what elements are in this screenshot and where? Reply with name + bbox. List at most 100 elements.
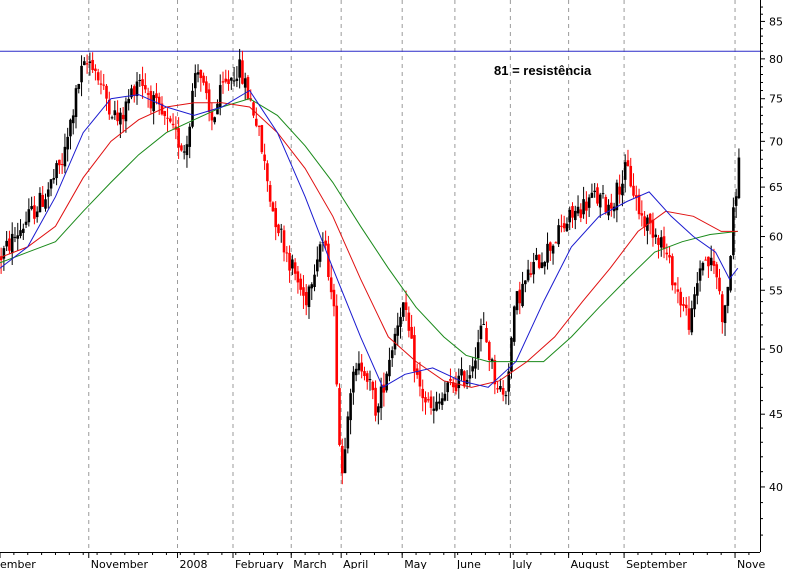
candle-body-208 xyxy=(576,206,580,214)
candle-body-43 xyxy=(119,112,122,125)
candle-body-122 xyxy=(338,388,341,445)
candle-body-130 xyxy=(360,362,363,372)
candle-body-26 xyxy=(71,115,75,124)
candle-body-225 xyxy=(623,162,627,180)
candle-body-166 xyxy=(460,369,463,376)
candle-body-37 xyxy=(102,84,106,86)
candle-body-213 xyxy=(590,192,594,198)
candle-body-152 xyxy=(421,388,425,399)
candle-body-173 xyxy=(479,325,483,340)
candle-body-161 xyxy=(446,382,449,393)
candle-body-32 xyxy=(88,61,92,64)
candle-body-207 xyxy=(573,210,577,221)
candle-body-75 xyxy=(207,89,211,112)
candle-body-221 xyxy=(612,206,616,212)
candle-body-157 xyxy=(435,401,438,411)
candle-body-67 xyxy=(185,144,189,156)
candle-body-111 xyxy=(307,286,311,308)
candle-body-187 xyxy=(518,289,522,304)
candle-body-176 xyxy=(487,341,491,360)
candle-body-248 xyxy=(687,308,691,330)
candle-body-175 xyxy=(485,327,488,343)
x-tick-label-1: November xyxy=(91,558,149,569)
candle-body-174 xyxy=(482,324,486,326)
y-tick-label-8: 80 xyxy=(769,53,783,66)
candle-body-104 xyxy=(288,252,291,271)
candle-body-214 xyxy=(593,190,596,193)
candle-body-127 xyxy=(352,371,355,393)
candle-body-158 xyxy=(438,401,441,404)
candle-body-98 xyxy=(271,202,275,212)
y-tick-label-3: 55 xyxy=(769,284,783,297)
candle-body-118 xyxy=(327,243,330,277)
candle-body-167 xyxy=(463,371,466,387)
candle-body-24 xyxy=(66,136,69,150)
candle-body-69 xyxy=(191,90,194,127)
candle-body-36 xyxy=(99,83,103,85)
candle-body-222 xyxy=(615,182,619,211)
candle-body-53 xyxy=(146,93,150,95)
candle-body-250 xyxy=(693,294,696,310)
y-tick-label-9: 85 xyxy=(769,15,783,28)
candle-body-48 xyxy=(132,86,136,96)
candle-body-236 xyxy=(654,234,658,238)
candle-body-230 xyxy=(637,194,641,215)
candle-body-102 xyxy=(282,230,286,253)
candle-body-227 xyxy=(629,165,633,187)
candle-body-92 xyxy=(254,118,258,126)
candle-body-95 xyxy=(263,154,266,162)
resistance-annotation: 81 = resistência xyxy=(494,63,592,78)
candle-body-2 xyxy=(5,240,8,247)
candle-body-103 xyxy=(285,252,289,254)
candle-body-162 xyxy=(449,378,452,381)
plot-area xyxy=(0,0,760,552)
candle-body-82 xyxy=(227,79,230,85)
candle-body-262 xyxy=(726,286,730,306)
candle-body-60 xyxy=(166,117,169,119)
candle-body-253 xyxy=(701,262,705,271)
candle-body-218 xyxy=(604,196,608,213)
candle-body-62 xyxy=(171,123,175,126)
candle-body-234 xyxy=(648,213,652,224)
candle-body-16 xyxy=(44,199,47,209)
candle-body-28 xyxy=(77,83,81,89)
candle-body-35 xyxy=(96,72,100,81)
candle-body-215 xyxy=(596,187,599,204)
candle-body-107 xyxy=(296,271,300,283)
candle-body-247 xyxy=(684,304,688,309)
candle-body-240 xyxy=(665,252,669,255)
candle-body-197 xyxy=(546,243,549,263)
candle-body-212 xyxy=(587,197,591,208)
candle-body-25 xyxy=(69,119,72,137)
candle-body-183 xyxy=(507,371,511,392)
candle-body-1 xyxy=(2,248,6,259)
candle-body-134 xyxy=(371,381,375,391)
x-tick-label-4: March xyxy=(293,558,327,569)
candle-body-251 xyxy=(696,283,699,296)
candle-body-57 xyxy=(157,96,161,105)
candle-body-252 xyxy=(698,268,702,281)
candle-body-72 xyxy=(199,69,203,79)
candle-body-228 xyxy=(632,185,635,196)
plot-background xyxy=(0,0,760,552)
candle-body-101 xyxy=(279,228,283,230)
candle-body-105 xyxy=(291,259,294,269)
y-tick-label-4: 60 xyxy=(769,231,783,244)
candle-body-203 xyxy=(562,223,566,229)
candle-body-87 xyxy=(241,60,244,84)
vertical-grid xyxy=(88,0,736,552)
candle-body-59 xyxy=(163,111,167,117)
candle-body-18 xyxy=(49,179,53,189)
candle-body-46 xyxy=(127,98,131,104)
y-tick-label-2: 50 xyxy=(769,343,783,356)
candle-body-200 xyxy=(554,242,558,244)
candle-body-199 xyxy=(551,245,555,254)
candle-body-65 xyxy=(180,145,183,151)
candle-body-135 xyxy=(374,387,377,416)
candle-body-178 xyxy=(493,360,497,385)
candle-body-14 xyxy=(38,192,42,213)
candle-body-15 xyxy=(41,194,45,207)
candle-body-40 xyxy=(110,117,114,119)
candle-body-68 xyxy=(188,126,192,147)
candle-body-145 xyxy=(401,302,405,317)
